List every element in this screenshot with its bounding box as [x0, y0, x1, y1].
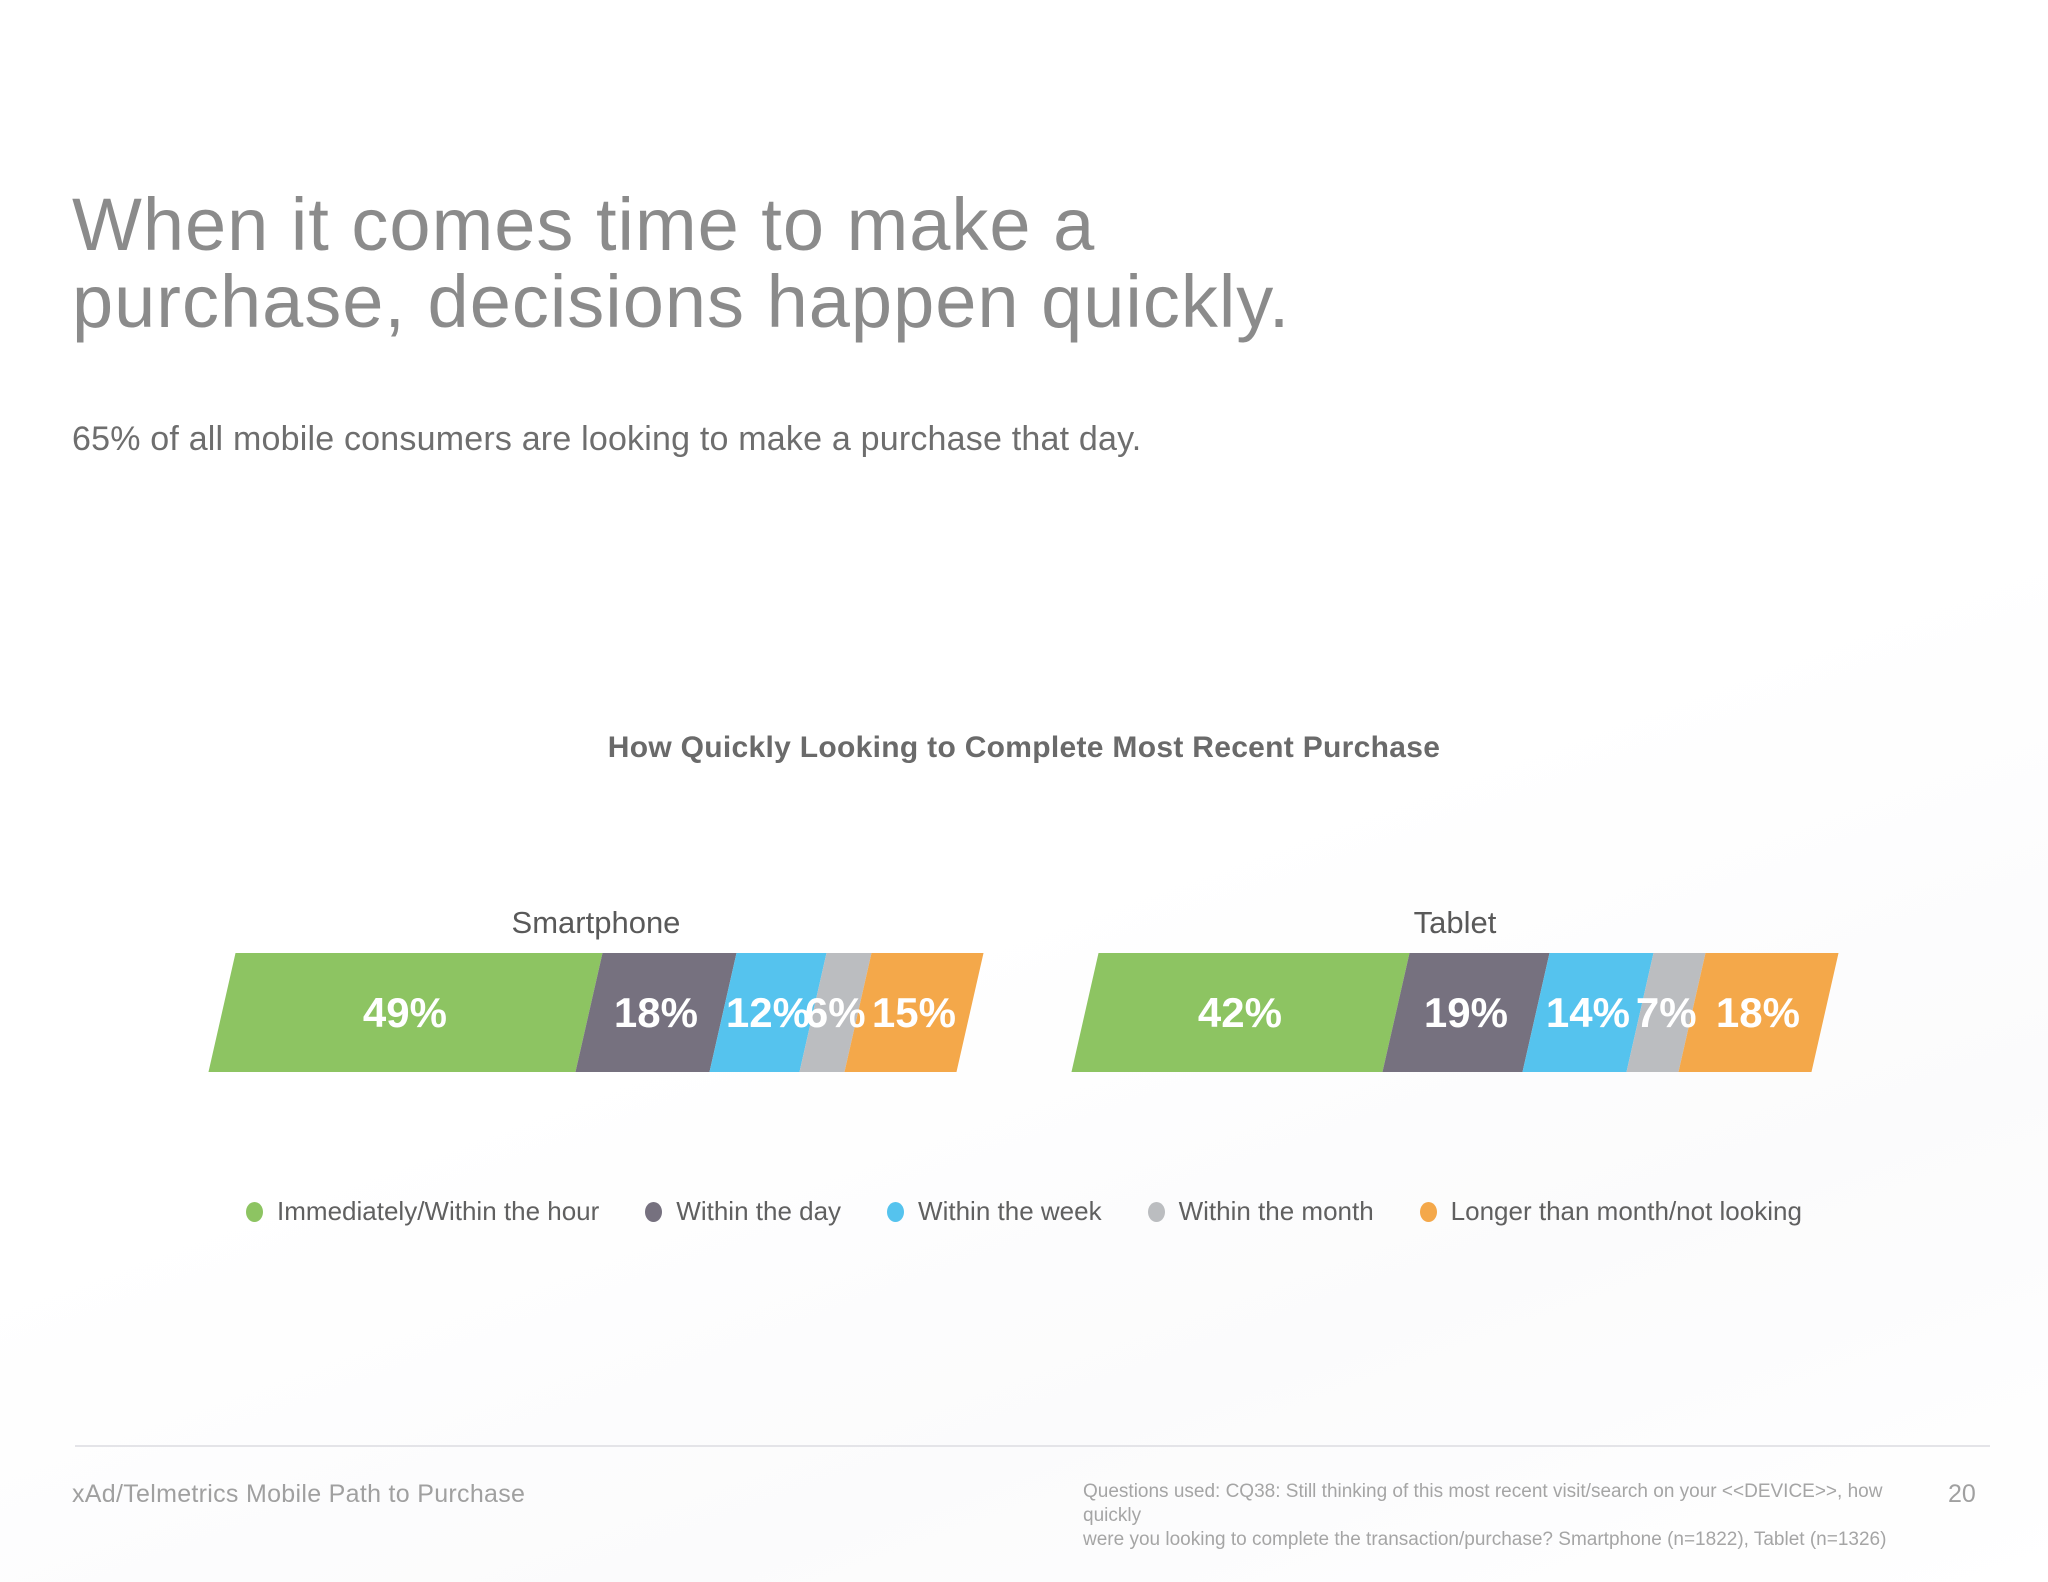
bar-segment: 42%: [1071, 953, 1410, 1072]
legend-item: Within the month: [1147, 1196, 1374, 1227]
legend-item: Within the day: [645, 1196, 841, 1227]
chart-title: How Quickly Looking to Complete Most Rec…: [607, 731, 1441, 764]
segment-value-label: 15%: [871, 988, 956, 1036]
legend-item: Within the week: [887, 1196, 1102, 1227]
legend-item: Longer than month/not looking: [1419, 1196, 1802, 1227]
legend-label: Immediately/Within the hour: [277, 1196, 600, 1226]
bar-segment: 49%: [208, 953, 603, 1072]
page-title: When it comes time to make a purchase, d…: [72, 186, 1290, 340]
legend-item: Immediately/Within the hour: [246, 1196, 599, 1227]
stacked-bar-smartphone: 49% 18% 12% 6% 15%: [208, 953, 984, 1072]
page-title-line2: purchase, decisions happen quickly.: [72, 260, 1291, 343]
page-subtitle: 65% of all mobile consumers are looking …: [72, 420, 1142, 458]
page-title-line1: When it comes time to make a: [72, 183, 1096, 266]
bar-segment: 18%: [574, 953, 737, 1072]
chart-group-smartphone: Smartphone 49% 18% 12% 6% 15%: [208, 905, 984, 1072]
page-number: 20: [1948, 1480, 1976, 1508]
bar-segment: 18%: [1678, 953, 1839, 1072]
segment-value-label: 7%: [1635, 988, 1697, 1036]
device-label-tablet: Tablet: [1413, 905, 1497, 940]
legend-dot-icon: [1419, 1201, 1437, 1222]
segment-value-label: 12%: [725, 988, 811, 1036]
footnote: Questions used: CQ38: Still thinking of …: [1083, 1480, 1893, 1552]
legend-dot-icon: [1147, 1201, 1165, 1222]
segment-value-label: 18%: [1716, 988, 1801, 1036]
segment-value-label: 18%: [613, 988, 698, 1036]
footer-divider: [75, 1445, 1990, 1447]
chart-legend: Immediately/Within the hour Within the da…: [0, 1196, 2048, 1227]
legend-label: Within the month: [1178, 1196, 1374, 1226]
legend-dot-icon: [645, 1201, 663, 1222]
segment-value-label: 14%: [1546, 988, 1631, 1036]
segment-value-label: 42%: [1198, 988, 1283, 1036]
legend-label: Within the day: [676, 1196, 842, 1226]
chart-group-tablet: Tablet 42% 19% 14% 7% 18%: [1071, 905, 1839, 1072]
stacked-bar-tablet: 42% 19% 14% 7% 18%: [1071, 953, 1839, 1072]
segment-value-label: 49%: [363, 988, 448, 1036]
footnote-line2: were you looking to complete the transac…: [1083, 1529, 1887, 1550]
legend-dot-icon: [887, 1201, 905, 1222]
footer-source: xAd/Telmetrics Mobile Path to Purchase: [72, 1480, 526, 1508]
legend-dot-icon: [246, 1201, 264, 1222]
bar-segment: 19%: [1382, 953, 1550, 1072]
footnote-line1: Questions used: CQ38: Still thinking of …: [1083, 1481, 1883, 1526]
device-label-smartphone: Smartphone: [511, 905, 681, 940]
legend-label: Within the week: [918, 1196, 1102, 1226]
segment-value-label: 6%: [804, 988, 866, 1036]
segment-value-label: 19%: [1424, 988, 1509, 1036]
legend-label: Longer than month/not looking: [1450, 1196, 1802, 1226]
